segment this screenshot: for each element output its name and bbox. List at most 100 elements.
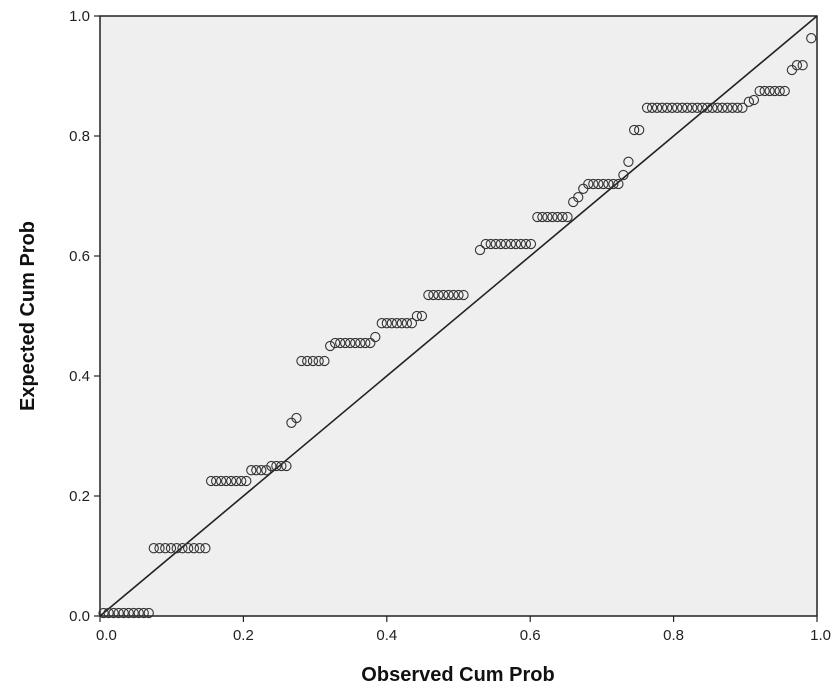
data-point <box>148 543 159 554</box>
data-point <box>623 156 634 167</box>
data-point <box>251 465 262 476</box>
data-point <box>330 337 341 349</box>
data-point <box>500 238 511 250</box>
data-point <box>608 178 619 190</box>
data-point <box>743 96 755 107</box>
data-point <box>128 607 139 619</box>
data-point <box>118 607 129 619</box>
data-point <box>160 543 171 554</box>
data-point <box>717 102 728 113</box>
data-point <box>593 178 604 190</box>
data-point <box>656 102 668 113</box>
data-point <box>276 460 287 472</box>
data-point <box>791 60 803 71</box>
data-point <box>754 85 765 97</box>
data-point <box>266 460 277 472</box>
data-point <box>485 238 496 250</box>
data-point <box>722 102 733 113</box>
data-point <box>774 85 785 97</box>
data-point <box>165 543 177 554</box>
y-tick-label: 0.6 <box>69 248 90 265</box>
data-point <box>764 85 775 97</box>
data-point <box>707 102 718 113</box>
data-point <box>416 310 428 322</box>
data-point <box>381 318 392 329</box>
data-point <box>779 85 790 97</box>
y-tick-label: 0.2 <box>69 488 90 505</box>
data-point <box>365 337 376 349</box>
data-point <box>682 102 693 113</box>
data-point <box>313 355 324 367</box>
data-point <box>573 192 584 203</box>
data-point <box>411 310 423 322</box>
y-axis: 0.0 0.2 0.4 0.6 0.8 1.0 <box>69 8 100 625</box>
data-point <box>396 318 408 329</box>
data-point <box>537 211 548 223</box>
data-point <box>495 238 506 250</box>
data-point <box>505 238 516 250</box>
data-point <box>355 337 366 349</box>
data-point <box>448 289 459 301</box>
data-point <box>797 60 808 71</box>
data-point <box>325 340 336 352</box>
data-point <box>188 543 200 554</box>
data-point <box>490 238 501 250</box>
data-point <box>291 412 302 424</box>
data-point <box>515 238 527 250</box>
data-point <box>646 102 658 113</box>
data-point <box>443 289 454 301</box>
data-point <box>562 211 573 223</box>
data-point <box>401 318 413 329</box>
data-point <box>651 102 663 113</box>
data-point <box>806 33 817 44</box>
data-point <box>113 607 124 619</box>
x-axis-title: Observed Cum Prob <box>361 664 554 686</box>
data-point <box>588 178 599 190</box>
data-point <box>480 238 491 250</box>
data-point <box>458 289 469 301</box>
data-point <box>256 465 267 476</box>
data-point <box>618 169 629 181</box>
data-point <box>677 102 688 113</box>
data-point <box>598 178 609 190</box>
y-tick-label: 0.4 <box>69 368 90 385</box>
data-point <box>236 475 247 487</box>
data-point <box>525 238 537 250</box>
data-point <box>376 318 387 329</box>
data-point <box>154 543 165 554</box>
data-point <box>727 102 738 113</box>
data-point <box>433 289 444 301</box>
data-point <box>194 543 205 554</box>
data-point <box>246 465 257 476</box>
data-point <box>737 102 748 113</box>
data-point <box>183 543 194 554</box>
data-point <box>216 475 227 487</box>
data-point <box>350 337 361 349</box>
x-tick-label: 0.0 <box>96 627 117 644</box>
data-point <box>98 607 109 619</box>
data-point <box>360 337 371 349</box>
data-point <box>542 211 553 223</box>
data-point <box>748 94 760 106</box>
data-point <box>335 337 346 349</box>
data-point <box>510 238 522 250</box>
data-point <box>221 475 232 487</box>
x-tick-label: 0.6 <box>520 627 541 644</box>
data-point <box>241 475 252 487</box>
data-point <box>133 607 144 619</box>
data-point <box>177 543 188 554</box>
data-point <box>672 102 683 113</box>
data-point <box>307 355 319 367</box>
data-point <box>143 607 154 619</box>
data-point <box>226 475 237 487</box>
data-point <box>634 124 645 136</box>
data-point <box>712 102 723 113</box>
data-point <box>661 102 673 113</box>
data-point <box>281 460 292 472</box>
data-point <box>205 475 217 487</box>
data-point <box>520 238 532 250</box>
data-point <box>532 211 543 223</box>
data-point <box>438 289 449 301</box>
x-tick-label: 0.4 <box>376 627 397 644</box>
data-point <box>702 102 713 113</box>
